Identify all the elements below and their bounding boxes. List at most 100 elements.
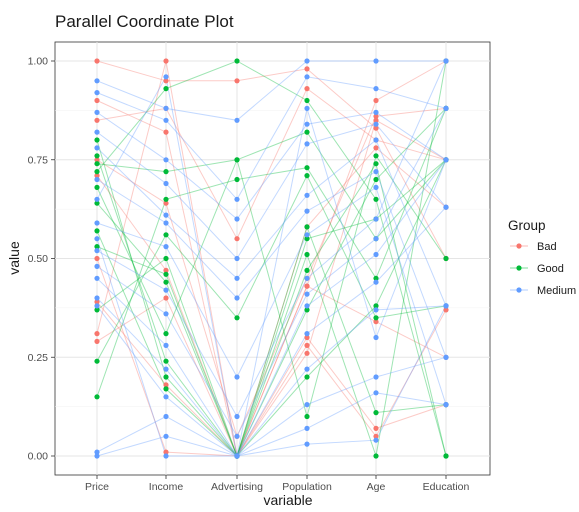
data-point-bad	[373, 319, 379, 325]
data-point-bad	[304, 66, 310, 72]
y-axis-title: value	[6, 241, 22, 275]
data-point-good	[373, 161, 379, 167]
data-point-good	[234, 315, 240, 321]
data-point-good	[94, 161, 100, 167]
data-point-good	[163, 169, 169, 175]
legend-label-good: Good	[537, 263, 564, 275]
series-line-good	[96, 131, 447, 240]
data-point-medium	[304, 303, 310, 309]
data-point-bad	[94, 299, 100, 305]
data-point-bad	[163, 129, 169, 135]
data-point-good	[163, 232, 169, 238]
series-line-good	[96, 60, 447, 457]
data-point-good	[94, 394, 100, 400]
data-point-good	[304, 165, 310, 171]
data-point-medium	[163, 105, 169, 111]
data-point-medium	[443, 105, 449, 111]
data-point-medium	[94, 236, 100, 242]
series-line-good	[96, 155, 447, 458]
data-point-good	[163, 271, 169, 277]
data-point-good	[373, 453, 379, 459]
data-point-medium	[443, 157, 449, 163]
data-point-medium	[94, 145, 100, 151]
series-line-medium	[96, 60, 447, 418]
data-point-medium	[304, 232, 310, 238]
data-point-good	[373, 315, 379, 321]
data-point-good	[304, 374, 310, 380]
data-point-medium	[304, 425, 310, 431]
data-point-bad	[163, 267, 169, 273]
data-point-medium	[94, 176, 100, 183]
y-tick-label: 0.25	[28, 352, 49, 364]
data-point-medium	[304, 105, 310, 111]
data-point-bad	[163, 78, 169, 84]
data-point-medium	[94, 453, 100, 459]
series-line-medium	[96, 108, 447, 438]
data-point-bad	[373, 433, 379, 439]
series-line-bad	[96, 119, 447, 457]
data-point-good	[304, 97, 310, 104]
data-point-good	[304, 236, 310, 242]
series-line-bad	[96, 60, 447, 458]
y-tick-label: 0.75	[28, 154, 49, 166]
data-point-medium	[304, 275, 310, 281]
data-point-medium	[163, 342, 169, 348]
data-point-medium	[373, 137, 379, 143]
data-point-bad	[373, 113, 379, 119]
series-line-medium	[96, 186, 447, 405]
data-point-medium	[373, 251, 379, 258]
data-point-medium	[234, 255, 240, 262]
data-point-medium	[163, 180, 169, 187]
data-point-good	[163, 374, 169, 380]
data-point-bad	[163, 200, 169, 206]
data-point-medium	[163, 453, 169, 459]
data-point-good	[443, 453, 449, 459]
data-point-medium	[373, 216, 379, 222]
data-point-bad	[94, 173, 100, 179]
y-tick-label: 0.50	[28, 253, 49, 265]
series-line-bad	[96, 107, 447, 438]
data-point-good	[373, 176, 379, 183]
data-point-bad	[304, 334, 310, 341]
series-line-medium	[96, 392, 447, 457]
data-point-medium	[373, 374, 379, 380]
series-line-medium	[96, 206, 447, 457]
data-point-good	[304, 251, 310, 258]
data-point-medium	[373, 169, 379, 175]
data-point-medium	[373, 236, 379, 242]
data-point-good	[94, 137, 100, 143]
series-line-medium	[96, 123, 447, 260]
series-line-medium	[96, 159, 447, 458]
data-point-medium	[94, 78, 100, 84]
data-point-good	[234, 157, 240, 163]
data-point-bad	[373, 117, 379, 123]
data-point-bad	[234, 236, 240, 242]
data-point-good	[373, 275, 379, 281]
series-line-medium	[96, 356, 447, 457]
data-point-medium	[94, 295, 100, 301]
data-point-medium	[304, 58, 310, 64]
data-point-good	[304, 129, 310, 135]
data-point-bad	[94, 58, 100, 64]
data-point-bad	[163, 382, 169, 388]
data-point-medium	[373, 86, 379, 92]
series-points	[94, 58, 449, 459]
legend-key-point	[516, 243, 522, 249]
series-line-medium	[96, 238, 447, 457]
data-point-good	[163, 331, 169, 337]
data-point-medium	[94, 303, 100, 309]
data-point-good	[443, 255, 449, 262]
x-tick-label: Advertising	[211, 481, 263, 493]
data-point-medium	[373, 121, 379, 127]
x-tick-label: Age	[367, 481, 386, 493]
data-point-bad	[94, 97, 100, 104]
data-point-medium	[304, 441, 310, 447]
legend-title: Group	[508, 218, 546, 233]
data-point-medium	[163, 220, 169, 226]
data-point-medium	[163, 244, 169, 250]
data-point-bad	[373, 97, 379, 104]
data-point-bad	[94, 338, 100, 344]
data-point-medium	[304, 141, 310, 147]
data-point-bad	[373, 425, 379, 431]
series-line-bad	[96, 147, 447, 457]
